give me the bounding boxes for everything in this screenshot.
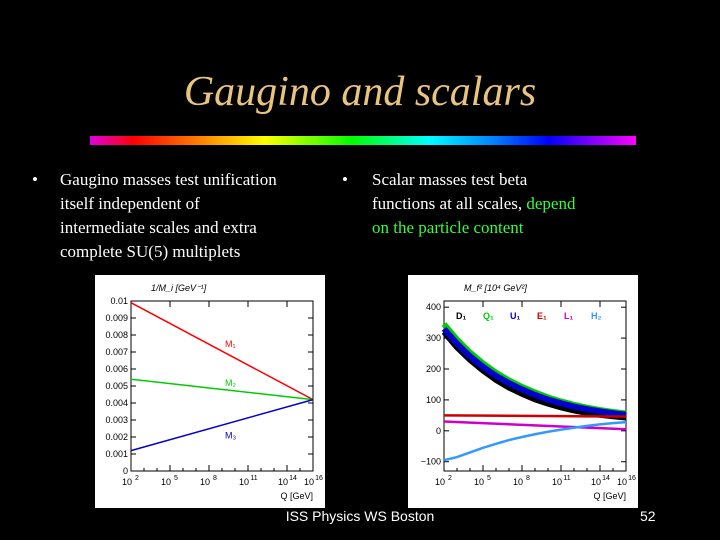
bullet-left: • Gaugino masses test unification itself…: [32, 168, 352, 268]
series-line: [130, 378, 314, 401]
y-tick-label: 0.01: [110, 296, 128, 306]
y-tick-label: 0.004: [105, 398, 128, 408]
x-tick-exponent: 14: [602, 475, 610, 482]
y-axis-label: M_f² [10⁴ GeV²]: [464, 283, 527, 293]
x-tick-exponent: 2: [135, 475, 139, 482]
legend-entry: H₂: [591, 311, 602, 321]
x-tick-label: 10: [617, 477, 627, 487]
bullet-right-highlight: depend: [526, 194, 576, 213]
y-tick-label: 400: [426, 302, 441, 312]
y-tick-label: 0.008: [105, 330, 128, 340]
series-line: [443, 420, 627, 431]
bullet-left-line: itself independent of: [60, 194, 200, 213]
legend-entry: L₁: [564, 311, 573, 321]
series-line: [443, 414, 627, 418]
bullet-right-text: Scalar masses test beta functions at all…: [372, 168, 575, 240]
plot-frame: [443, 300, 627, 472]
x-tick-label: 10: [304, 477, 314, 487]
y-tick-label: 0.007: [105, 347, 128, 357]
series-line: [443, 420, 627, 462]
legend-entry: U₁: [510, 311, 520, 321]
series-label: M₂: [225, 378, 236, 388]
x-tick-exponent: 8: [213, 475, 217, 482]
y-tick-label: −100: [421, 457, 441, 467]
x-tick-label: 10: [435, 477, 445, 487]
series-line: [130, 398, 314, 452]
x-tick-label: 10: [513, 477, 523, 487]
bullet-left-line: intermediate scales and extra: [60, 218, 257, 237]
y-tick-label: 0: [123, 466, 128, 476]
legend-entry: Q₁: [483, 311, 494, 321]
series-label: M₃: [225, 431, 236, 441]
gaugino-plot: 1/M_i [GeV⁻¹] 0.01 0.009 0.008 0.007 0.006 0.0…: [95, 275, 325, 508]
x-axis-label: Q [GeV]: [593, 491, 626, 501]
y-tick-label: 0: [436, 426, 441, 436]
series-line: [441, 326, 627, 418]
bullet-left-text: Gaugino masses test unification itself i…: [60, 168, 277, 264]
legend-entry: D₁: [456, 311, 466, 321]
y-tick-label: 100: [426, 395, 441, 405]
bullet-right-text-plain: functions at all scales,: [372, 194, 527, 213]
y-axis-label: 1/M_i [GeV⁻¹]: [151, 283, 207, 293]
bullet-left-line: Gaugino masses test unification: [60, 170, 277, 189]
y-tick-label: 0.006: [105, 364, 128, 374]
y-tick-label: 0.003: [105, 415, 128, 425]
scalar-plot: M_f² [10⁴ GeV²] 400 300 200 100 0 −100 10 2 10 5 10…: [408, 275, 638, 508]
x-tick-label: 10: [122, 477, 132, 487]
bullet-marker: •: [342, 170, 348, 189]
x-tick-label: 10: [474, 477, 484, 487]
x-tick-exponent: 11: [563, 475, 570, 482]
y-tick-label: 300: [426, 333, 441, 343]
bullet-right-highlight-line: on the particle content: [372, 218, 524, 237]
x-tick-exponent: 2: [448, 475, 452, 482]
rainbow-divider: [90, 136, 636, 145]
x-tick-label: 10: [161, 477, 171, 487]
x-tick-label: 10: [591, 477, 601, 487]
x-tick-exponent: 11: [250, 475, 257, 482]
page-number: 52: [640, 508, 656, 524]
bullet-marker: •: [32, 170, 38, 189]
x-tick-exponent: 5: [487, 475, 491, 482]
x-tick-exponent: 16: [315, 475, 323, 482]
x-axis-label: Q [GeV]: [280, 491, 313, 501]
y-tick-label: 0.002: [105, 432, 128, 442]
y-tick-label: 0.009: [105, 313, 128, 323]
x-tick-label: 10: [239, 477, 249, 487]
series-line: [130, 302, 314, 401]
plot-frame: [130, 300, 314, 472]
series-line: [441, 329, 627, 421]
y-tick-label: 0.005: [105, 381, 128, 391]
x-tick-exponent: 8: [526, 475, 530, 482]
bullet-right-line: functions at all scales, depend: [372, 192, 575, 216]
gaugino-chart-svg: 1/M_i [GeV⁻¹] 0.01 0.009 0.008 0.007 0.006 0.0…: [105, 283, 323, 501]
series-label: M₁: [225, 339, 236, 349]
y-tick-label: 0.001: [105, 449, 128, 459]
x-tick-exponent: 5: [174, 475, 178, 482]
x-tick-exponent: 14: [289, 475, 297, 482]
bullet-left-line: complete SU(5) multiplets: [60, 242, 241, 261]
x-tick-label: 10: [278, 477, 288, 487]
bullet-right-line: Scalar masses test beta: [372, 170, 528, 189]
x-tick-label: 10: [552, 477, 562, 487]
footer-text: ISS Physics WS Boston: [285, 508, 435, 524]
x-tick-label: 10: [200, 477, 210, 487]
x-tick-exponent: 16: [628, 475, 636, 482]
slide-title: Gaugino and scalars: [183, 69, 537, 115]
bullet-right: • Scalar masses test beta functions at a…: [342, 168, 682, 248]
y-tick-label: 200: [426, 364, 441, 374]
legend-entry: E₁: [537, 311, 547, 321]
